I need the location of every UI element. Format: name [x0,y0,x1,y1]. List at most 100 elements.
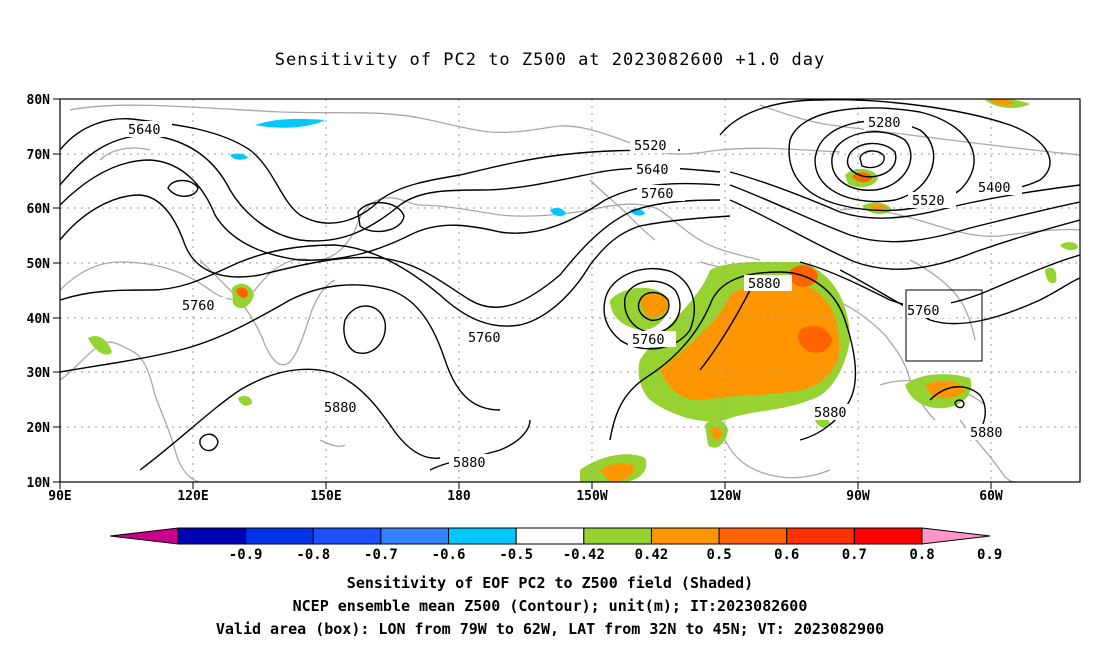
shade-green-east [1045,267,1057,284]
contour-label: 5640 [128,122,161,138]
colorbar-swatch [786,527,855,545]
colorbar-swatch [177,527,247,545]
caption-valid-area: Valid area (box): LON from 79W to 62W, L… [215,620,885,638]
colorbar-label: -0.8 [296,547,330,563]
graticule [60,99,1080,482]
latitude-labels: 80N 70N 60N 50N 40N 30N 20N 10N [27,93,51,491]
contour-label: 5880 [453,455,486,471]
colorbar-label: -0.6 [432,547,466,563]
longitude-labels: 90E 120E 150E 180 150W 120W 90W 60W [48,489,1003,504]
contour-closed-arc-2 [846,142,897,178]
lat-label: 20N [27,421,51,436]
contour-5280 [788,107,975,212]
shade-cyan-1 [255,118,325,128]
contour-labels: 5640 5520 5640 5760 5280 5400 5520 5760 … [124,114,1022,471]
contour-low-c2 [624,280,681,334]
colorbar-label: -0.7 [364,547,398,563]
colorbar-swatch [312,527,382,545]
contour-label: 5760 [468,330,501,346]
contour-e2 [729,184,1080,243]
contour-label: 5280 [868,115,901,131]
contour-closed-atl [954,399,965,409]
lon-label: 90W [846,489,870,504]
lat-label: 70N [27,148,51,163]
shade-orange-low [640,293,668,318]
colorbar-label: -0.5 [499,547,533,563]
colorbar-swatch [583,527,652,545]
contour-closed-arc-1 [859,150,885,169]
contour-b [60,159,721,261]
colorbar-swatch [245,527,314,545]
contour-label: 5880 [324,400,357,416]
lon-label: 120W [709,489,740,504]
colorbar-label: -0.42 [563,547,605,563]
shade-green-pacific [238,395,252,406]
contour-5400 [719,99,1051,193]
shade-orange-japan [236,287,248,298]
lon-label: 180 [447,489,471,504]
shade-green-caribbean [815,417,830,428]
contour-closed-tiny [199,433,219,452]
contour-label: 5760 [641,186,674,202]
colorbar: -0.9 -0.8 -0.7 -0.6 -0.5 -0.42 0.42 0.5 0.6 0.7 0.… [109,527,1002,563]
shade-cyan-2 [230,153,248,160]
contour-closed-pac [343,305,386,354]
colorbar-under-triangle [109,527,179,545]
colorbar-swatch [718,527,788,545]
contour-5760-west [60,194,721,308]
shade-orange-south [600,462,635,482]
contour-closed-arc-4 [814,120,935,203]
colorbar-label: 0.8 [909,547,934,563]
z500-contours [60,99,1080,471]
lat-label: 30N [27,366,51,381]
colorbar-label: 0.6 [774,547,799,563]
lat-label: 10N [27,476,51,491]
contour-label: 5520 [634,138,667,154]
contour-label: 5760 [907,303,940,319]
contour-5880-na [609,271,857,441]
colorbar-label: 0.5 [706,547,731,563]
contour-label: 5760 [632,332,665,348]
contour-5880-s [429,419,531,471]
lon-label: 150E [310,489,341,504]
colorbar-swatch [380,527,450,545]
colorbar-swatch [650,527,720,545]
contour-label: 5520 [912,193,945,209]
colorbar-swatch [448,527,517,545]
shade-red-1 [798,325,832,353]
shade-green-china [88,335,112,355]
caption-shaded: Sensitivity of EOF PC2 to Z500 field (Sh… [346,574,754,592]
contour-5760-low [60,215,731,327]
lat-label: 50N [27,257,51,272]
contour-low-c1 [637,291,670,321]
shade-orange-labrador [870,204,886,211]
colorbar-label: 0.42 [635,547,669,563]
map-frame [59,98,1081,483]
lon-label: 60W [979,489,1003,504]
shade-orange-large [660,282,840,401]
contour-closed-kam [357,201,405,233]
shade-orange-arctic [990,99,1015,105]
valid-area-box [905,289,983,362]
axis-ticks [53,98,992,489]
contour-label: 5400 [978,180,1011,196]
contour-e5 [839,269,1080,325]
colorbar-swatch [853,527,923,545]
lat-label: 40N [27,312,51,327]
contour-closed-arc-3 [831,131,912,191]
contour-e3 [729,199,1080,270]
shade-cyan-3 [550,207,566,217]
contour-label: 5880 [814,405,847,421]
lon-label: 90E [48,489,71,504]
contour-label: 5880 [748,276,781,292]
contour-low-c3 [603,267,695,350]
shade-green-east2 [1060,242,1078,251]
page-title: Sensitivity of PC2 to Z500 at 2023082600… [274,50,826,70]
lat-label: 60N [27,202,51,217]
lat-label: 80N [27,93,51,108]
contour-subtrop-1 [60,284,501,411]
contour-5880-pac [139,368,441,471]
caption-contour: NCEP ensemble mean Z500 (Contour); unit(… [292,597,808,615]
contour-label: 5640 [636,162,669,178]
